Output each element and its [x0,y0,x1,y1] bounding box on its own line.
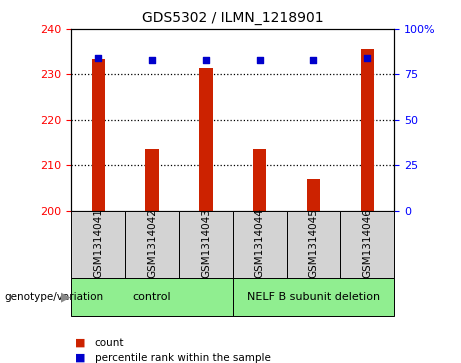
Point [95,55,102,61]
Text: GSM1314046: GSM1314046 [362,208,372,278]
Text: ▶: ▶ [61,290,71,303]
Text: count: count [95,338,124,348]
Bar [199,68,213,211]
Text: GSM1314041: GSM1314041 [93,208,103,278]
Bar [125,211,179,278]
Bar [145,149,159,211]
Bar [361,49,374,211]
Text: GSM1314043: GSM1314043 [201,208,211,278]
Text: control: control [133,292,171,302]
Bar [340,211,394,278]
Bar [287,211,340,278]
Text: GSM1314045: GSM1314045 [308,208,319,278]
Title: GDS5302 / ILMN_1218901: GDS5302 / ILMN_1218901 [142,11,324,25]
Bar [92,58,105,211]
Text: NELF B subunit deletion: NELF B subunit deletion [247,292,380,302]
Text: percentile rank within the sample: percentile rank within the sample [95,352,271,363]
Point [364,55,371,61]
Bar [71,211,125,278]
Bar [233,211,287,278]
Text: genotype/variation: genotype/variation [5,292,104,302]
Bar [71,278,233,316]
Point [310,57,317,63]
Text: ■: ■ [76,352,86,363]
Bar [253,149,266,211]
Text: ■: ■ [76,338,86,348]
Point [148,57,156,63]
Point [202,57,210,63]
Text: GSM1314044: GSM1314044 [254,208,265,278]
Point [256,57,263,63]
Bar [233,278,394,316]
Bar [179,211,233,278]
Bar [307,179,320,211]
Text: GSM1314042: GSM1314042 [147,208,157,278]
